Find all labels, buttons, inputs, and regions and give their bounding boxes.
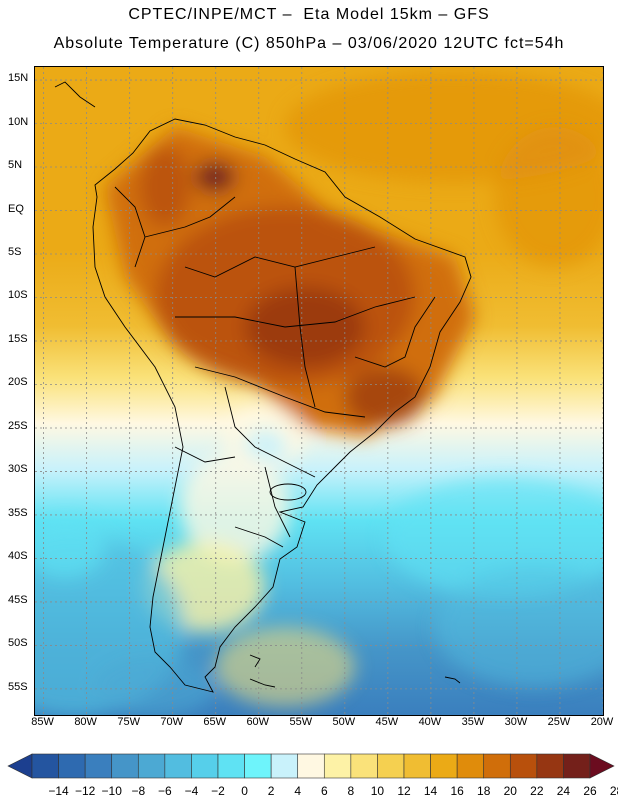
lat-label: 45S: [8, 593, 28, 606]
legend-swatch: [483, 753, 511, 779]
legend-swatch: [377, 753, 405, 779]
legend-label: −12: [74, 784, 96, 798]
legend-label: 8: [347, 784, 355, 798]
lat-label: 25S: [8, 419, 28, 432]
color-legend: [7, 753, 615, 779]
lon-label: 70W: [160, 716, 183, 728]
map-subtitle: Absolute Temperature (C) 850hPa – 03/06/…: [53, 35, 565, 52]
legend-swatch: [58, 753, 86, 779]
lat-label: 10S: [8, 289, 28, 302]
lon-label: 50W: [332, 716, 356, 728]
lat-label: 55S: [8, 680, 28, 693]
legend-swatch: [31, 753, 59, 779]
legend-swatch: [563, 753, 591, 779]
legend-label: −14: [48, 784, 69, 798]
lon-label: 55W: [289, 716, 313, 728]
legend-label: 14: [423, 784, 438, 798]
legend-label: 16: [450, 784, 464, 798]
legend-swatch: [297, 753, 325, 779]
lat-label: EQ: [8, 202, 24, 215]
lat-label: 50S: [8, 637, 28, 650]
map-panel: [34, 66, 604, 716]
legend-label: 4: [294, 784, 302, 798]
coastlines: [54, 81, 472, 693]
lat-label: 15N: [8, 72, 29, 85]
legend-swatch: [164, 753, 192, 779]
lat-label: 40S: [8, 550, 28, 563]
legend-label: 22: [530, 784, 544, 798]
lon-label: 75W: [117, 716, 140, 728]
legend-swatch: [137, 753, 166, 779]
legend-label: 2: [267, 784, 275, 798]
legend-label: 20: [503, 784, 517, 798]
legend-label: 28: [609, 784, 618, 798]
lat-label: 30S: [8, 463, 28, 476]
legend-swatch: [509, 753, 538, 779]
legend-label: 0: [241, 784, 248, 798]
legend-label: −8: [131, 784, 146, 798]
temperature-map: [35, 67, 603, 715]
lat-label: 10N: [8, 115, 29, 128]
legend-swatch: [430, 753, 458, 779]
legend-swatch: [84, 753, 113, 779]
legend-swatch: [350, 753, 378, 779]
lat-label: 15S: [8, 332, 28, 345]
legend-label: 18: [477, 784, 491, 798]
lat-label: 5N: [8, 159, 23, 172]
lon-label: 60W: [246, 716, 270, 728]
legend-swatch: [403, 753, 431, 779]
graticule: [35, 67, 603, 715]
legend-swatch: [270, 753, 299, 779]
legend-swatch: [456, 753, 485, 779]
legend-label: −2: [211, 784, 225, 798]
lon-label: 20W: [590, 716, 614, 728]
lon-label: 80W: [74, 716, 97, 728]
lon-label: 30W: [504, 716, 528, 728]
legend-label: −10: [101, 784, 122, 798]
legend-label: −6: [158, 784, 172, 798]
lon-label: 65W: [203, 716, 227, 728]
legend-swatch: [111, 753, 139, 779]
lon-label: 85W: [31, 716, 54, 728]
lon-label: 45W: [375, 716, 399, 728]
legend-swatch: [323, 753, 352, 779]
legend-label: 24: [556, 784, 571, 798]
legend-label: 12: [397, 784, 411, 798]
lat-label: 5S: [8, 246, 22, 258]
legend-arrow-low: [7, 753, 33, 779]
legend-label: 26: [583, 784, 597, 798]
legend-swatch: [191, 753, 219, 779]
lon-label: 25W: [547, 716, 571, 728]
legend-swatch: [536, 753, 564, 779]
legend-swatch: [217, 753, 245, 779]
lon-label: 40W: [418, 716, 442, 728]
legend-swatch: [244, 753, 272, 779]
lon-label: 35W: [461, 716, 485, 728]
temperature-blobs: [35, 72, 603, 715]
lat-label: 35S: [8, 506, 28, 519]
map-title: CPTEC/INPE/MCT – Eta Model 15km – GFS: [128, 6, 490, 23]
legend-arrow-high: [589, 753, 615, 779]
legend-label: 10: [370, 784, 385, 798]
legend-label: 6: [320, 784, 328, 798]
lat-label: 20S: [8, 376, 28, 389]
legend-label: −4: [184, 784, 199, 798]
